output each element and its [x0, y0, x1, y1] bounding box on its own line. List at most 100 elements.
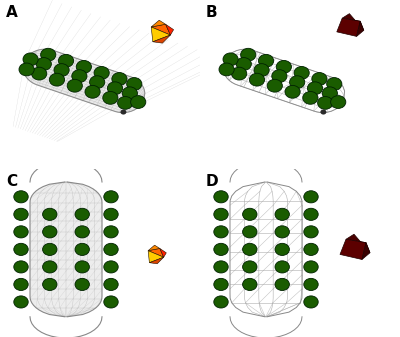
- Circle shape: [318, 96, 333, 109]
- Circle shape: [275, 278, 289, 290]
- Circle shape: [104, 243, 118, 255]
- Circle shape: [276, 60, 292, 73]
- Circle shape: [104, 296, 118, 308]
- Circle shape: [131, 96, 146, 109]
- Text: A: A: [6, 5, 18, 20]
- Circle shape: [327, 78, 342, 90]
- Circle shape: [41, 48, 56, 61]
- Circle shape: [214, 208, 228, 220]
- Circle shape: [331, 96, 346, 109]
- Text: C: C: [6, 174, 17, 189]
- Circle shape: [214, 296, 228, 308]
- Circle shape: [219, 63, 234, 76]
- Circle shape: [303, 91, 318, 104]
- FancyBboxPatch shape: [264, 157, 268, 161]
- Polygon shape: [160, 248, 166, 257]
- Polygon shape: [357, 21, 364, 36]
- Polygon shape: [151, 27, 170, 42]
- Polygon shape: [337, 18, 360, 36]
- Polygon shape: [340, 239, 366, 259]
- Circle shape: [214, 278, 228, 290]
- Polygon shape: [166, 24, 174, 35]
- Circle shape: [294, 66, 309, 79]
- Circle shape: [19, 63, 34, 76]
- Circle shape: [14, 208, 28, 220]
- Circle shape: [304, 208, 318, 220]
- Circle shape: [32, 67, 47, 80]
- Circle shape: [42, 208, 57, 220]
- Circle shape: [72, 70, 87, 83]
- Circle shape: [214, 261, 228, 273]
- Circle shape: [104, 261, 118, 273]
- Polygon shape: [153, 35, 170, 43]
- Circle shape: [75, 226, 90, 238]
- Polygon shape: [148, 251, 164, 263]
- Circle shape: [320, 110, 326, 115]
- Circle shape: [214, 243, 228, 255]
- Circle shape: [307, 82, 322, 95]
- Polygon shape: [148, 245, 160, 251]
- Circle shape: [49, 73, 64, 86]
- Circle shape: [267, 79, 282, 92]
- Circle shape: [290, 76, 305, 89]
- Circle shape: [254, 64, 269, 76]
- FancyBboxPatch shape: [64, 157, 68, 161]
- Circle shape: [304, 243, 318, 255]
- Circle shape: [214, 191, 228, 203]
- Circle shape: [118, 96, 133, 109]
- Circle shape: [242, 208, 257, 220]
- Circle shape: [85, 85, 100, 98]
- Circle shape: [127, 78, 142, 90]
- Polygon shape: [362, 243, 370, 259]
- Circle shape: [214, 226, 228, 238]
- Circle shape: [242, 278, 257, 290]
- Circle shape: [75, 278, 90, 290]
- Polygon shape: [151, 24, 170, 35]
- Circle shape: [304, 261, 318, 273]
- Circle shape: [275, 208, 289, 220]
- Circle shape: [36, 58, 51, 70]
- Circle shape: [304, 191, 318, 203]
- Circle shape: [14, 261, 28, 273]
- Circle shape: [42, 226, 57, 238]
- Polygon shape: [346, 234, 370, 253]
- Circle shape: [241, 48, 256, 61]
- Polygon shape: [30, 182, 102, 317]
- Circle shape: [54, 64, 69, 76]
- Circle shape: [14, 243, 28, 255]
- Circle shape: [14, 226, 28, 238]
- Circle shape: [275, 243, 289, 255]
- Circle shape: [23, 53, 38, 66]
- Circle shape: [75, 208, 90, 220]
- Circle shape: [75, 243, 90, 255]
- Polygon shape: [150, 257, 164, 264]
- Circle shape: [112, 72, 127, 85]
- Polygon shape: [342, 13, 364, 30]
- Circle shape: [120, 110, 126, 115]
- Circle shape: [76, 60, 92, 73]
- Circle shape: [275, 226, 289, 238]
- Circle shape: [275, 261, 289, 273]
- Circle shape: [14, 191, 28, 203]
- Circle shape: [236, 58, 251, 70]
- Circle shape: [104, 208, 118, 220]
- Circle shape: [322, 87, 338, 100]
- Circle shape: [67, 79, 82, 92]
- Circle shape: [103, 91, 118, 104]
- Circle shape: [312, 72, 327, 85]
- Polygon shape: [23, 49, 145, 113]
- Circle shape: [75, 261, 90, 273]
- Circle shape: [304, 296, 318, 308]
- Text: B: B: [206, 5, 218, 20]
- Circle shape: [242, 226, 257, 238]
- Polygon shape: [148, 248, 164, 257]
- Circle shape: [14, 278, 28, 290]
- Text: D: D: [206, 174, 219, 189]
- Circle shape: [272, 70, 287, 83]
- Circle shape: [223, 53, 238, 66]
- Circle shape: [104, 278, 118, 290]
- Circle shape: [14, 296, 28, 308]
- Circle shape: [58, 54, 74, 67]
- Circle shape: [104, 226, 118, 238]
- Circle shape: [304, 278, 318, 290]
